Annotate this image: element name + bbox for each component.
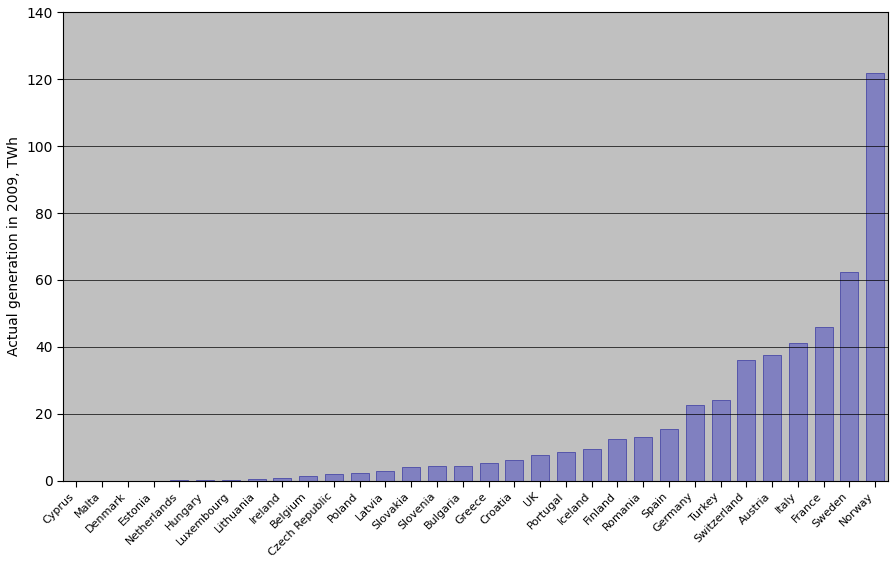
Bar <box>325 474 342 481</box>
Bar <box>788 344 806 481</box>
Bar <box>737 360 755 481</box>
Bar <box>273 477 291 481</box>
Bar <box>865 73 883 481</box>
Bar <box>556 452 574 481</box>
Bar <box>814 327 831 481</box>
Y-axis label: Actual generation in 2009, TWh: Actual generation in 2009, TWh <box>7 137 21 357</box>
Bar <box>634 437 652 481</box>
Bar <box>376 471 394 481</box>
Bar <box>711 401 729 481</box>
Bar <box>453 466 471 481</box>
Bar <box>659 429 678 481</box>
Bar <box>839 272 857 481</box>
Bar <box>530 455 549 481</box>
Bar <box>479 463 497 481</box>
Bar <box>350 473 368 481</box>
Bar <box>299 476 316 481</box>
Bar <box>427 466 445 481</box>
Bar <box>505 460 523 481</box>
Bar <box>248 479 266 481</box>
Bar <box>582 449 600 481</box>
Bar <box>401 467 420 481</box>
Bar <box>685 405 703 481</box>
Bar <box>608 439 626 481</box>
Bar <box>763 355 780 481</box>
Bar <box>196 480 214 481</box>
